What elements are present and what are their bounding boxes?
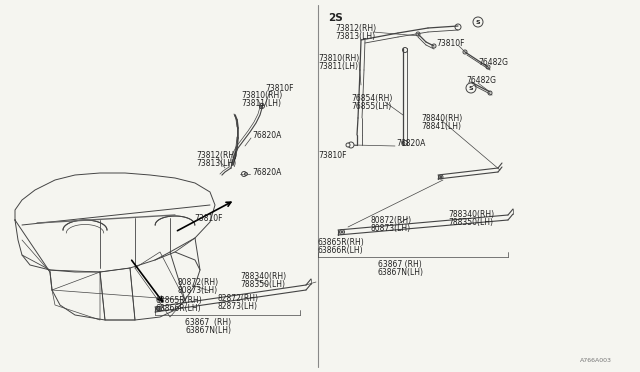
Text: 76820A: 76820A — [396, 138, 426, 148]
Text: 73812(RH): 73812(RH) — [196, 151, 237, 160]
Text: 73813(LH): 73813(LH) — [335, 32, 375, 41]
Circle shape — [259, 103, 264, 109]
Text: S: S — [476, 19, 480, 25]
Text: 63867N(LH): 63867N(LH) — [378, 267, 424, 276]
Circle shape — [346, 143, 350, 147]
Circle shape — [486, 65, 490, 69]
Text: 73810(RH): 73810(RH) — [241, 90, 282, 99]
Text: 80873(LH): 80873(LH) — [371, 224, 411, 232]
Text: 76854(RH): 76854(RH) — [351, 93, 392, 103]
Circle shape — [403, 48, 408, 52]
Text: 80872(RH): 80872(RH) — [178, 278, 219, 286]
Text: 82872(RH): 82872(RH) — [218, 294, 259, 302]
Text: 73810F: 73810F — [194, 214, 223, 222]
Text: 788340(RH): 788340(RH) — [240, 272, 286, 280]
Circle shape — [463, 50, 467, 54]
Text: 73812(RH): 73812(RH) — [335, 23, 376, 32]
Text: 2S: 2S — [328, 13, 343, 23]
Text: 63865R(RH): 63865R(RH) — [318, 237, 365, 247]
Text: 76482G: 76482G — [466, 76, 496, 84]
Text: S: S — [468, 86, 474, 90]
Circle shape — [455, 24, 461, 30]
Circle shape — [339, 230, 344, 234]
Circle shape — [403, 141, 408, 145]
Circle shape — [416, 32, 420, 36]
Text: A766A003: A766A003 — [580, 357, 612, 362]
Text: 73810(RH): 73810(RH) — [318, 54, 359, 62]
Text: 76855(LH): 76855(LH) — [351, 102, 391, 110]
Circle shape — [432, 44, 436, 48]
Text: 73810F: 73810F — [436, 38, 465, 48]
Text: 63867 (RH): 63867 (RH) — [378, 260, 422, 269]
Text: 73813(LH): 73813(LH) — [196, 158, 236, 167]
Text: 73810F: 73810F — [265, 83, 294, 93]
Text: 63867  (RH): 63867 (RH) — [185, 318, 231, 327]
Circle shape — [158, 308, 160, 310]
Text: 80872(RH): 80872(RH) — [371, 215, 412, 224]
Text: 788340(RH): 788340(RH) — [448, 209, 494, 218]
Text: 63867N(LH): 63867N(LH) — [185, 327, 231, 336]
Text: 73810F: 73810F — [318, 151, 346, 160]
Text: 80873(LH): 80873(LH) — [178, 285, 218, 295]
Circle shape — [440, 176, 442, 178]
Circle shape — [341, 231, 343, 233]
Text: 788350(LH): 788350(LH) — [448, 218, 493, 227]
Text: 76820A: 76820A — [252, 167, 282, 176]
Circle shape — [241, 171, 246, 176]
Circle shape — [157, 307, 161, 311]
Text: 63866R(LH): 63866R(LH) — [155, 304, 200, 312]
Circle shape — [488, 91, 492, 95]
Text: 82873(LH): 82873(LH) — [218, 301, 258, 311]
Circle shape — [259, 106, 262, 109]
Text: 78840(RH): 78840(RH) — [421, 113, 462, 122]
Text: 788350(LH): 788350(LH) — [240, 279, 285, 289]
Text: 78841(LH): 78841(LH) — [421, 122, 461, 131]
Circle shape — [439, 175, 443, 179]
Circle shape — [244, 173, 248, 176]
Text: 63866R(LH): 63866R(LH) — [318, 246, 364, 254]
Text: 73811(LH): 73811(LH) — [241, 99, 281, 108]
Text: 76820A: 76820A — [252, 131, 282, 140]
Text: 76482G: 76482G — [478, 58, 508, 67]
Circle shape — [348, 142, 354, 148]
Text: 63865R(RH): 63865R(RH) — [155, 295, 202, 305]
Text: 73811(LH): 73811(LH) — [318, 61, 358, 71]
